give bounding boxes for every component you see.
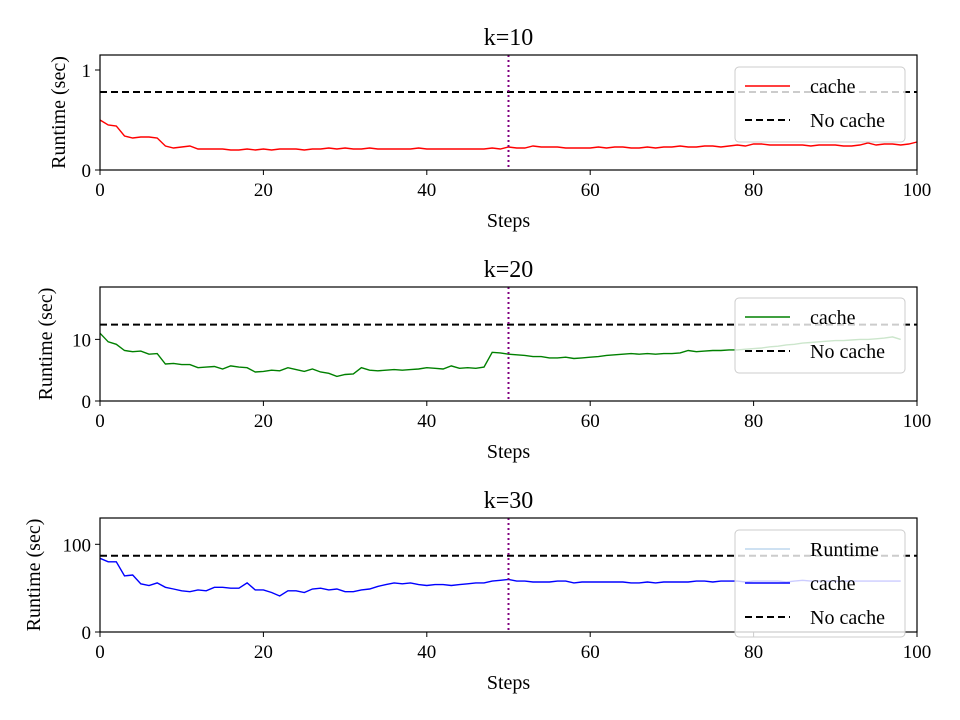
- y-axis-label: Runtime (sec): [35, 288, 57, 401]
- chart-panel: k=30 0 20 40 60 80 100 0 100 Steps Runtime (sec) Ru…: [23, 488, 931, 694]
- chart-panel: k=20 0 20 40 60 80 100 0 10 Steps Runtime (sec) cac…: [35, 257, 931, 463]
- chart-title: k=30: [484, 488, 534, 514]
- axes-frame: [99, 286, 918, 402]
- legend-label: cache: [810, 573, 856, 595]
- x-tick-label: 100: [903, 180, 932, 201]
- y-tick-label: 100: [63, 535, 92, 556]
- x-tick-label: 20: [254, 411, 273, 432]
- legend-label: Runtime: [810, 539, 879, 561]
- y-axis-label: Runtime (sec): [23, 519, 45, 632]
- x-tick-label: 100: [903, 411, 932, 432]
- x-tick-label: 0: [95, 411, 105, 432]
- y-tick-label: 10: [72, 330, 91, 351]
- x-tick-label: 20: [254, 642, 273, 663]
- chart-title: k=10: [484, 25, 534, 51]
- legend-box: [734, 529, 906, 638]
- x-tick-label: 0: [95, 180, 105, 201]
- x-tick-label: 100: [903, 642, 932, 663]
- x-tick-label: 60: [581, 180, 600, 201]
- x-tick-label: 80: [744, 180, 763, 201]
- x-tick-label: 60: [581, 642, 600, 663]
- axes-frame: [99, 517, 918, 633]
- y-tick-label: 0: [82, 161, 92, 182]
- x-tick-label: 20: [254, 180, 273, 201]
- x-tick-label: 80: [744, 411, 763, 432]
- legend-label: No cache: [810, 110, 885, 132]
- x-axis-label: Steps: [487, 672, 531, 694]
- legend-label: cache: [810, 76, 856, 98]
- y-tick-label: 0: [82, 392, 92, 413]
- y-tick-label: 0: [82, 623, 92, 644]
- legend-label: No cache: [810, 607, 885, 629]
- chart-title: k=20: [484, 257, 534, 283]
- y-tick-label: 1: [82, 61, 92, 82]
- x-tick-label: 0: [95, 642, 105, 663]
- legend: Runtime cache No cache: [734, 529, 906, 638]
- axes-frame: [99, 54, 918, 171]
- legend-label: No cache: [810, 341, 885, 363]
- x-tick-label: 40: [417, 642, 436, 663]
- x-tick-label: 80: [744, 642, 763, 663]
- chart-panel: k=10 0 20 40 60 80 100 0 1 Steps Runtime (sec) cach…: [48, 25, 931, 232]
- x-tick-label: 40: [417, 411, 436, 432]
- x-tick-label: 40: [417, 180, 436, 201]
- y-axis-label: Runtime (sec): [48, 56, 70, 169]
- x-tick-label: 60: [581, 411, 600, 432]
- x-axis-label: Steps: [487, 441, 531, 463]
- x-axis-label: Steps: [487, 210, 531, 232]
- legend-label: cache: [810, 307, 856, 329]
- legend: cache No cache: [734, 66, 906, 143]
- legend: cache No cache: [734, 297, 906, 374]
